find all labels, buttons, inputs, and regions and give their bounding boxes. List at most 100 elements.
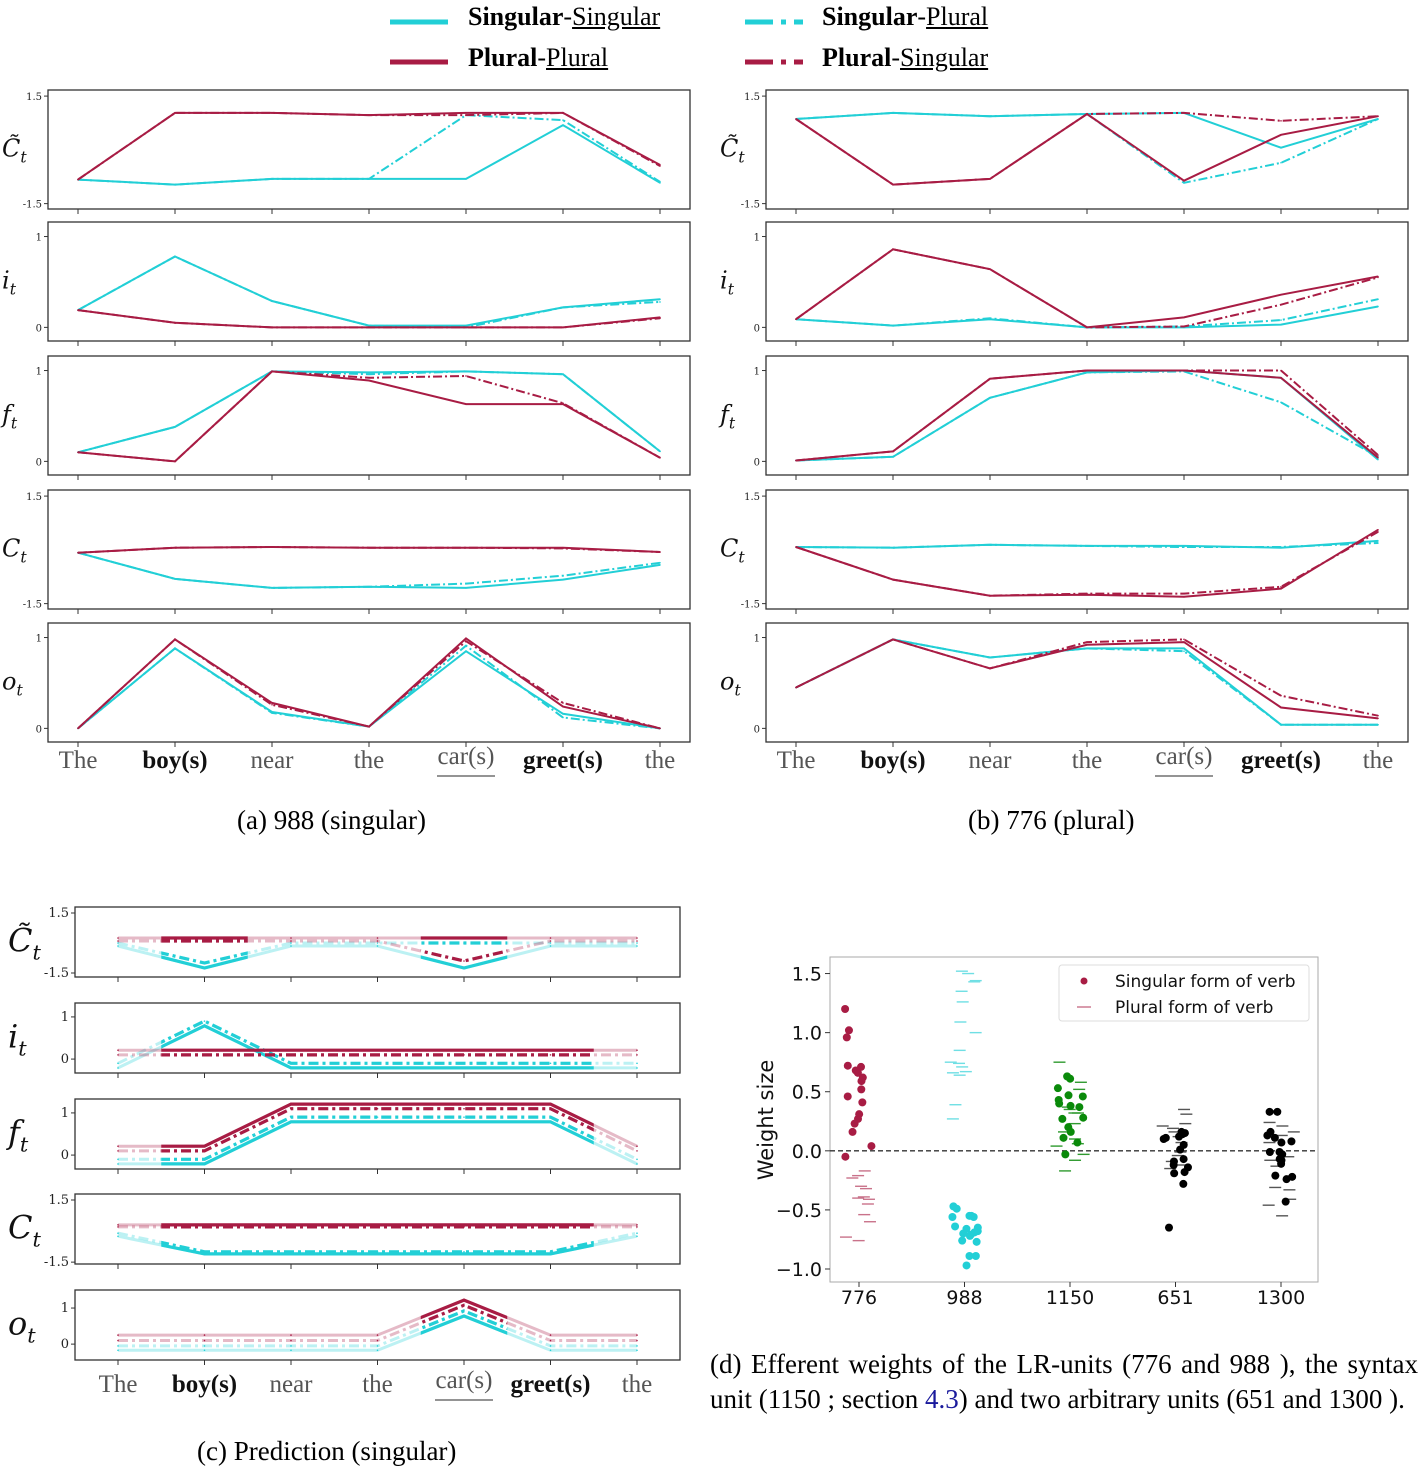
data-point bbox=[174, 426, 176, 428]
data-point bbox=[174, 647, 176, 650]
data-point bbox=[562, 716, 564, 719]
singular-weight-dot-1150 bbox=[1079, 1113, 1088, 1122]
data-point bbox=[1280, 585, 1282, 588]
data-point bbox=[892, 324, 894, 327]
subplot-b-2: 1 0 ft bbox=[718, 355, 1409, 480]
y-axis-label: Ct bbox=[2, 535, 27, 567]
data-point bbox=[368, 324, 370, 327]
y-axis-label: it bbox=[8, 1018, 27, 1061]
data-point bbox=[203, 1158, 206, 1161]
y-tick-label: 0 bbox=[754, 323, 760, 334]
data-point bbox=[77, 727, 79, 730]
data-point bbox=[271, 546, 273, 548]
data-point bbox=[290, 942, 292, 944]
singular-weight-dot-988 bbox=[969, 1213, 978, 1221]
data-point bbox=[1086, 641, 1088, 643]
subplot-c-2: 1 0 ft bbox=[6, 1098, 681, 1174]
data-point bbox=[549, 1054, 552, 1056]
legend-marker-dot bbox=[1080, 977, 1088, 985]
data-point bbox=[290, 1120, 292, 1123]
data-point bbox=[463, 1310, 465, 1312]
singular-weight-dot-651 bbox=[1175, 1132, 1184, 1141]
y-axis-label: ft bbox=[6, 1114, 29, 1157]
data-point bbox=[376, 942, 379, 944]
caption-d-text: (d) Efferent weights of the LR-units (77… bbox=[710, 1349, 1418, 1414]
y-tick-label: 0 bbox=[61, 1148, 69, 1163]
data-point bbox=[463, 1103, 465, 1105]
data-point bbox=[1183, 546, 1185, 548]
data-point bbox=[271, 712, 273, 714]
data-point bbox=[1280, 694, 1282, 697]
subplot-c-3: 1.5-1.5Ct bbox=[8, 1193, 681, 1270]
x-tick-label-word: near bbox=[968, 747, 1012, 774]
x-tick-label-word: the bbox=[354, 747, 385, 774]
subplot-b-1: 1 0 it bbox=[720, 221, 1409, 346]
y-axis-label-subscript: t bbox=[738, 149, 745, 167]
x-tick-label-word: the bbox=[1363, 747, 1394, 774]
subplot-a-3: 1.5 -1.5 Ct bbox=[2, 489, 691, 614]
data-point bbox=[989, 268, 991, 271]
data-point bbox=[290, 1107, 292, 1110]
singular-weight-dot-1150 bbox=[1058, 1114, 1067, 1123]
caption-d: (d) Efferent weights of the LR-units (77… bbox=[710, 1347, 1418, 1417]
data-point bbox=[463, 1120, 465, 1123]
data-point bbox=[562, 306, 564, 309]
section-link[interactable]: 4.3 bbox=[924, 1384, 959, 1414]
data-point bbox=[465, 112, 467, 114]
y-axis-label-symbol: C bbox=[8, 1209, 32, 1247]
data-point bbox=[376, 1067, 379, 1069]
data-point bbox=[203, 1339, 206, 1342]
singular-weight-dot-776 bbox=[857, 1085, 866, 1094]
data-point bbox=[290, 1103, 292, 1105]
y-tick-label: 1 bbox=[61, 1010, 69, 1025]
data-point bbox=[892, 112, 894, 114]
data-point bbox=[549, 1226, 552, 1228]
y-tick-label: 0 bbox=[61, 1052, 69, 1067]
x-tick-label-word: car(s) bbox=[1156, 743, 1213, 770]
y-tick-label: 1.5 bbox=[48, 1193, 69, 1208]
x-tick-label-word: The bbox=[777, 747, 816, 774]
data-point bbox=[1086, 647, 1088, 650]
y-tick-label: 0 bbox=[36, 457, 42, 468]
data-point bbox=[463, 967, 465, 969]
data-point bbox=[77, 451, 79, 454]
y-tick-label: 0 bbox=[754, 724, 760, 735]
data-point bbox=[659, 561, 661, 564]
singular-weight-dot-988 bbox=[972, 1237, 981, 1246]
data-point bbox=[892, 450, 894, 453]
data-point bbox=[549, 1250, 552, 1253]
y-tick-label: 1.5 bbox=[26, 92, 42, 103]
data-point bbox=[659, 298, 661, 301]
data-point bbox=[368, 585, 370, 588]
data-point bbox=[562, 326, 564, 329]
data-point bbox=[271, 370, 273, 373]
data-point bbox=[376, 1062, 379, 1065]
y-tick-label: 1 bbox=[754, 367, 760, 378]
y-tick-label: 1 bbox=[36, 367, 42, 378]
singular-weight-dot-776 bbox=[841, 1152, 850, 1161]
data-point bbox=[117, 1226, 119, 1228]
data-point bbox=[1183, 325, 1185, 328]
data-point bbox=[562, 402, 564, 405]
y-tick-label: 0 bbox=[36, 323, 42, 334]
data-point bbox=[203, 1345, 206, 1347]
data-point bbox=[174, 183, 176, 186]
data-point bbox=[636, 1345, 638, 1347]
data-point bbox=[659, 301, 661, 303]
plot-frame bbox=[47, 221, 691, 342]
x-tick-label: 1150 bbox=[1046, 1287, 1094, 1309]
y-tick-label: 1.5 bbox=[48, 906, 69, 921]
data-point bbox=[290, 1339, 292, 1342]
data-point bbox=[463, 1299, 465, 1301]
data-point bbox=[1280, 323, 1282, 326]
data-point bbox=[636, 1163, 638, 1165]
data-point bbox=[203, 1054, 206, 1056]
data-point bbox=[795, 318, 797, 320]
y-axis-label-subscript: t bbox=[738, 549, 745, 567]
data-point bbox=[203, 1150, 206, 1152]
data-point bbox=[562, 119, 564, 121]
y-axis-label: ot bbox=[2, 668, 23, 700]
data-point bbox=[376, 1103, 379, 1105]
data-point bbox=[636, 1067, 638, 1069]
x-tick-label-word: the bbox=[1072, 747, 1103, 774]
